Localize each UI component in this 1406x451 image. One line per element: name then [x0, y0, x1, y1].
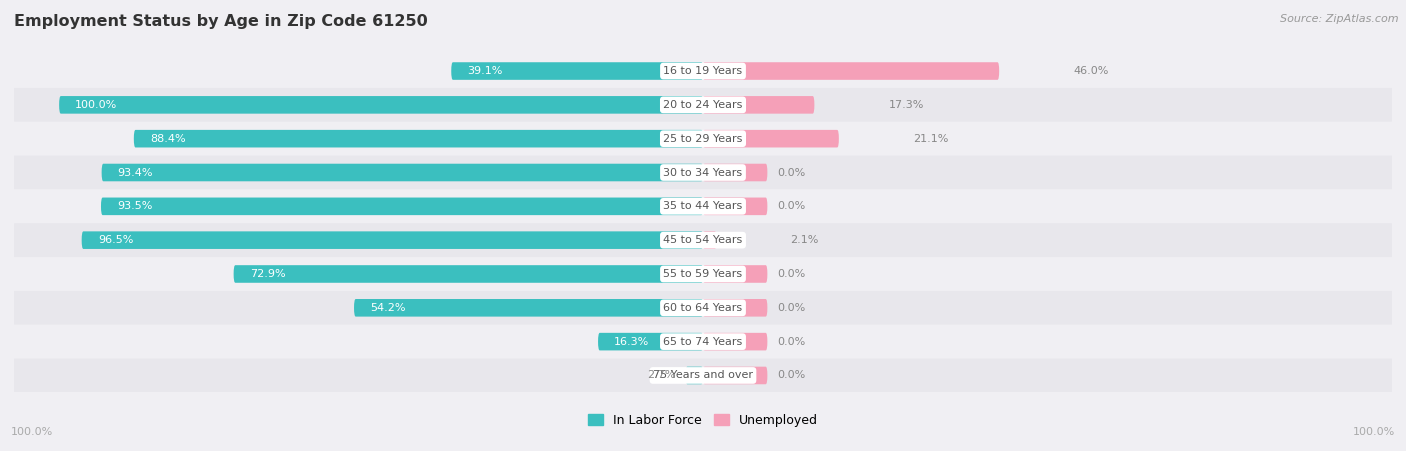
Text: 16.3%: 16.3% — [614, 336, 650, 347]
FancyBboxPatch shape — [59, 96, 703, 114]
FancyBboxPatch shape — [703, 130, 839, 147]
Text: 2.1%: 2.1% — [790, 235, 818, 245]
FancyBboxPatch shape — [703, 231, 717, 249]
FancyBboxPatch shape — [703, 164, 768, 181]
Text: Source: ZipAtlas.com: Source: ZipAtlas.com — [1281, 14, 1399, 23]
FancyBboxPatch shape — [14, 291, 1392, 325]
FancyBboxPatch shape — [14, 122, 1392, 156]
FancyBboxPatch shape — [101, 164, 703, 181]
Text: 100.0%: 100.0% — [11, 428, 53, 437]
Text: 54.2%: 54.2% — [370, 303, 405, 313]
FancyBboxPatch shape — [14, 189, 1392, 223]
Text: 45 to 54 Years: 45 to 54 Years — [664, 235, 742, 245]
Text: 0.0%: 0.0% — [778, 336, 806, 347]
FancyBboxPatch shape — [14, 156, 1392, 189]
FancyBboxPatch shape — [354, 299, 703, 317]
Text: 0.0%: 0.0% — [778, 269, 806, 279]
FancyBboxPatch shape — [703, 367, 768, 384]
FancyBboxPatch shape — [14, 325, 1392, 359]
Text: 93.4%: 93.4% — [118, 167, 153, 178]
Text: 88.4%: 88.4% — [150, 133, 186, 144]
FancyBboxPatch shape — [134, 130, 703, 147]
Text: 100.0%: 100.0% — [1353, 428, 1395, 437]
Text: 39.1%: 39.1% — [467, 66, 503, 76]
Text: 0.0%: 0.0% — [778, 201, 806, 212]
Text: 93.5%: 93.5% — [117, 201, 152, 212]
Text: 2.7%: 2.7% — [647, 370, 676, 381]
FancyBboxPatch shape — [14, 223, 1392, 257]
FancyBboxPatch shape — [703, 333, 768, 350]
Text: 55 to 59 Years: 55 to 59 Years — [664, 269, 742, 279]
Text: 46.0%: 46.0% — [1073, 66, 1108, 76]
Text: 20 to 24 Years: 20 to 24 Years — [664, 100, 742, 110]
FancyBboxPatch shape — [14, 54, 1392, 88]
Text: 30 to 34 Years: 30 to 34 Years — [664, 167, 742, 178]
FancyBboxPatch shape — [82, 231, 703, 249]
Text: 16 to 19 Years: 16 to 19 Years — [664, 66, 742, 76]
Text: 72.9%: 72.9% — [250, 269, 285, 279]
Text: 35 to 44 Years: 35 to 44 Years — [664, 201, 742, 212]
Text: 0.0%: 0.0% — [778, 303, 806, 313]
FancyBboxPatch shape — [686, 367, 703, 384]
Text: 60 to 64 Years: 60 to 64 Years — [664, 303, 742, 313]
FancyBboxPatch shape — [703, 299, 768, 317]
Text: Employment Status by Age in Zip Code 61250: Employment Status by Age in Zip Code 612… — [14, 14, 427, 28]
FancyBboxPatch shape — [703, 265, 768, 283]
FancyBboxPatch shape — [14, 257, 1392, 291]
Text: 65 to 74 Years: 65 to 74 Years — [664, 336, 742, 347]
FancyBboxPatch shape — [233, 265, 703, 283]
FancyBboxPatch shape — [14, 359, 1392, 392]
Text: 25 to 29 Years: 25 to 29 Years — [664, 133, 742, 144]
FancyBboxPatch shape — [451, 62, 703, 80]
FancyBboxPatch shape — [101, 198, 703, 215]
FancyBboxPatch shape — [598, 333, 703, 350]
Text: 96.5%: 96.5% — [98, 235, 134, 245]
Text: 0.0%: 0.0% — [778, 167, 806, 178]
FancyBboxPatch shape — [14, 88, 1392, 122]
Text: 0.0%: 0.0% — [778, 370, 806, 381]
Legend: In Labor Force, Unemployed: In Labor Force, Unemployed — [588, 414, 818, 427]
Text: 75 Years and over: 75 Years and over — [652, 370, 754, 381]
Text: 21.1%: 21.1% — [912, 133, 948, 144]
FancyBboxPatch shape — [703, 96, 814, 114]
FancyBboxPatch shape — [703, 62, 1000, 80]
FancyBboxPatch shape — [703, 198, 768, 215]
Text: 17.3%: 17.3% — [889, 100, 924, 110]
Text: 100.0%: 100.0% — [76, 100, 118, 110]
